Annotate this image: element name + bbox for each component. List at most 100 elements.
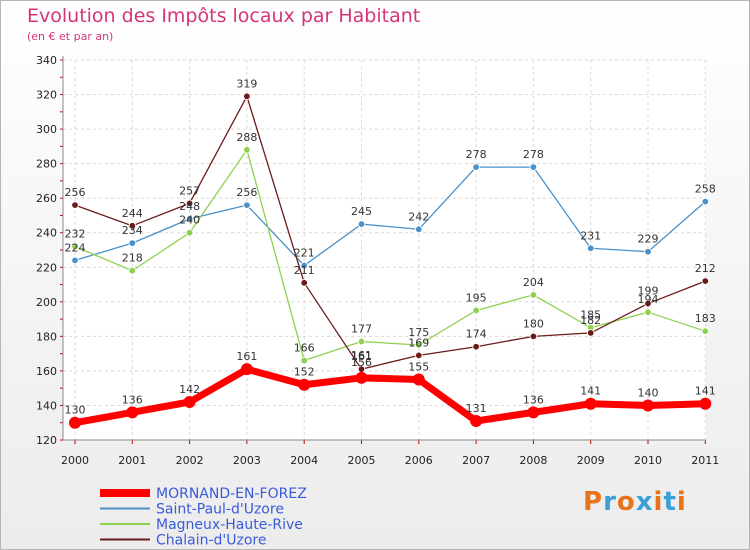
data-label: 174 <box>466 328 487 341</box>
data-label: 175 <box>408 326 429 339</box>
data-point <box>243 201 251 209</box>
data-point <box>243 146 251 154</box>
data-label: 152 <box>294 366 315 379</box>
data-label: 319 <box>236 77 257 90</box>
data-point <box>128 239 136 247</box>
data-label: 212 <box>695 262 716 275</box>
data-point <box>185 199 194 208</box>
logo-letter: x <box>635 487 654 517</box>
data-label: 182 <box>580 314 601 327</box>
data-label: 155 <box>408 361 429 374</box>
data-point <box>470 415 483 427</box>
x-tick-label: 2004 <box>290 454 318 467</box>
data-point <box>183 396 196 408</box>
data-point <box>527 406 540 419</box>
data-label: 278 <box>466 148 487 161</box>
x-tick-label: 2005 <box>348 454 376 467</box>
x-tick-label: 2011 <box>691 454 719 467</box>
data-point <box>128 267 136 275</box>
data-label: 177 <box>351 323 372 336</box>
data-label: 161 <box>236 350 257 363</box>
data-point <box>298 378 311 391</box>
data-point <box>529 332 538 341</box>
data-label: 257 <box>179 184 200 197</box>
data-point <box>415 225 423 233</box>
data-label: 232 <box>65 228 86 241</box>
data-label: 169 <box>408 336 429 349</box>
y-tick-label: 220 <box>36 261 57 274</box>
data-label: 288 <box>236 131 257 144</box>
data-point <box>185 229 194 237</box>
x-tick-label: 2002 <box>176 454 204 467</box>
legend-label: Chalain-d'Uzore <box>156 533 266 549</box>
data-label: 245 <box>351 205 372 218</box>
data-point <box>240 363 253 376</box>
data-point <box>472 306 480 315</box>
data-point <box>355 371 368 384</box>
data-point <box>699 397 712 410</box>
x-tick-label: 2009 <box>577 454 605 467</box>
x-tick-label: 2003 <box>233 454 261 467</box>
x-tick-label: 2007 <box>462 454 490 467</box>
data-point <box>357 220 366 228</box>
data-label: 161 <box>351 350 372 363</box>
chart-subtitle: (en € et par an) <box>27 30 114 43</box>
data-label: 156 <box>351 356 372 369</box>
legend-label: Magneux-Haute-Rive <box>156 517 303 533</box>
proxiti-logo: Proxiti <box>583 487 687 517</box>
data-label: 185 <box>580 309 601 322</box>
data-point <box>71 256 79 265</box>
data-label: 234 <box>122 224 143 237</box>
logo-letter: t <box>663 487 677 517</box>
x-tick-label: 2010 <box>634 454 662 467</box>
y-tick-label: 200 <box>36 296 57 309</box>
logo-letter: o <box>616 487 636 517</box>
data-point <box>415 341 423 349</box>
data-point <box>69 416 81 429</box>
data-point <box>185 215 194 223</box>
data-label: 136 <box>523 393 544 406</box>
data-point <box>529 291 538 299</box>
data-label: 231 <box>580 229 601 242</box>
data-point <box>642 399 654 412</box>
series-line <box>74 166 706 267</box>
x-tick-label: 2008 <box>519 454 547 467</box>
data-label: 183 <box>695 312 716 325</box>
data-label: 278 <box>523 148 544 161</box>
data-point <box>126 406 139 419</box>
data-label: 141 <box>695 385 716 398</box>
data-label: 140 <box>638 386 659 399</box>
data-point <box>529 163 538 171</box>
y-tick-label: 120 <box>36 434 57 447</box>
data-label: 142 <box>179 383 200 396</box>
data-point <box>644 299 652 308</box>
data-label: 258 <box>695 183 716 196</box>
data-label: 240 <box>179 214 200 227</box>
data-label: 218 <box>122 252 143 265</box>
data-label: 224 <box>65 241 86 254</box>
data-point <box>587 329 595 337</box>
data-point <box>587 244 595 252</box>
data-point <box>472 343 480 351</box>
data-point <box>128 222 136 230</box>
data-label: 221 <box>294 247 315 260</box>
series-line <box>74 95 706 370</box>
logo-letter: i <box>653 487 664 517</box>
y-tick-label: 280 <box>36 158 57 171</box>
x-tick-label: 2000 <box>61 454 89 467</box>
y-tick-label: 320 <box>36 89 57 102</box>
data-label: 244 <box>122 207 143 220</box>
data-point <box>243 92 251 100</box>
data-point <box>472 163 480 171</box>
y-tick-label: 340 <box>36 54 57 67</box>
series-line <box>74 149 706 362</box>
y-tick-label: 300 <box>36 123 57 136</box>
data-label: 194 <box>638 293 659 306</box>
logo-letter: P <box>583 487 604 517</box>
data-label: 161 <box>351 349 372 362</box>
y-tick-label: 140 <box>36 399 57 412</box>
x-tick-label: 2006 <box>405 454 433 467</box>
data-point <box>701 197 709 206</box>
y-tick-label: 260 <box>36 192 57 205</box>
